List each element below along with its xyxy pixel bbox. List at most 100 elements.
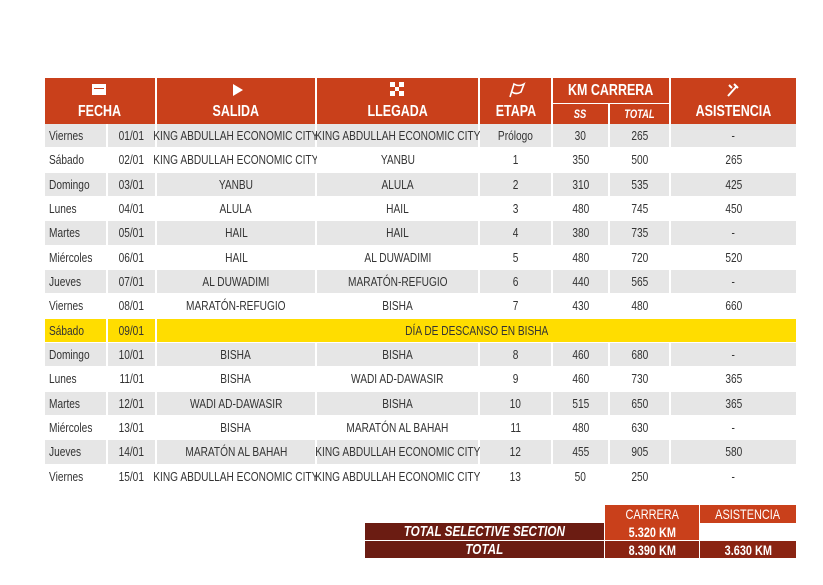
etapa: 1 bbox=[480, 148, 551, 172]
summary-value: 5.320 KM bbox=[605, 523, 699, 540]
summary-value: 8.390 KM bbox=[605, 541, 699, 558]
asistencia-km: - bbox=[671, 464, 796, 488]
total-km: 250 bbox=[610, 464, 669, 488]
day: Jueves bbox=[45, 440, 106, 464]
etapa: 12 bbox=[480, 440, 551, 464]
date: 11/01 bbox=[108, 367, 155, 391]
total-km: 745 bbox=[610, 196, 669, 221]
etapa: 7 bbox=[480, 294, 551, 318]
header-ss: SS bbox=[553, 104, 608, 124]
total-km: 650 bbox=[610, 391, 669, 415]
asistencia-km: - bbox=[671, 124, 796, 148]
total-km: 565 bbox=[610, 269, 669, 294]
llegada: YANBU bbox=[317, 148, 478, 172]
calendar-icon bbox=[92, 84, 106, 95]
date: 06/01 bbox=[108, 245, 155, 269]
salida: MARATÓN AL BAHAH bbox=[157, 440, 315, 464]
etapa: 11 bbox=[480, 415, 551, 440]
etapa: 4 bbox=[480, 221, 551, 245]
llegada: BISHA bbox=[317, 342, 478, 367]
ss-km: 480 bbox=[553, 415, 608, 440]
total-km: 535 bbox=[610, 172, 669, 196]
ss-km: 480 bbox=[553, 196, 608, 221]
asistencia-km: - bbox=[671, 342, 796, 367]
header-salida: SALIDA bbox=[157, 78, 315, 124]
header-total: TOTAL bbox=[610, 104, 669, 124]
summary-value: 3.630 KM bbox=[700, 541, 796, 558]
day: Viernes bbox=[45, 294, 106, 318]
mechanic-icon bbox=[727, 83, 739, 97]
salida: ALULA bbox=[157, 196, 315, 221]
etapa: 8 bbox=[480, 342, 551, 367]
total-km: 905 bbox=[610, 440, 669, 464]
etapa: 2 bbox=[480, 172, 551, 196]
ss-km: 430 bbox=[553, 294, 608, 318]
etapa: 3 bbox=[480, 196, 551, 221]
asistencia-km: 365 bbox=[671, 367, 796, 391]
total-km: 730 bbox=[610, 367, 669, 391]
salida: HAIL bbox=[157, 221, 315, 245]
llegada: BISHA bbox=[317, 294, 478, 318]
day: Domingo bbox=[45, 342, 106, 367]
etapa: 10 bbox=[480, 391, 551, 415]
salida: KING ABDULLAH ECONOMIC CITY bbox=[153, 124, 319, 148]
date: 09/01 bbox=[108, 318, 155, 342]
total-km: 480 bbox=[610, 294, 669, 318]
llegada: AL DUWADIMI bbox=[317, 245, 478, 269]
ss-km: 310 bbox=[553, 172, 608, 196]
day: Domingo bbox=[45, 172, 106, 196]
salida: YANBU bbox=[157, 172, 315, 196]
llegada: KING ABDULLAH ECONOMIC CITY bbox=[315, 124, 480, 148]
asistencia-km: - bbox=[671, 269, 796, 294]
salida: BISHA bbox=[157, 415, 315, 440]
etapa: 5 bbox=[480, 245, 551, 269]
salida: KING ABDULLAH ECONOMIC CITY bbox=[153, 464, 319, 488]
salida: WADI AD-DAWASIR bbox=[157, 391, 315, 415]
summary-col: ASISTENCIA bbox=[700, 505, 796, 523]
etapa: 6 bbox=[480, 269, 551, 294]
day: Lunes bbox=[45, 196, 106, 221]
salida: BISHA bbox=[157, 367, 315, 391]
llegada: MARATÓN AL BAHAH bbox=[317, 415, 478, 440]
ss-km: 460 bbox=[553, 367, 608, 391]
date: 02/01 bbox=[108, 148, 155, 172]
llegada: WADI AD-DAWASIR bbox=[317, 367, 478, 391]
day: Lunes bbox=[45, 367, 106, 391]
ss-km: 350 bbox=[553, 148, 608, 172]
date: 04/01 bbox=[108, 196, 155, 221]
day: Viernes bbox=[45, 464, 106, 488]
summary-label: TOTAL bbox=[365, 541, 604, 558]
date: 07/01 bbox=[108, 269, 155, 294]
etapa: Prólogo bbox=[480, 124, 551, 148]
summary-col: CARRERA bbox=[605, 505, 699, 523]
day: Miércoles bbox=[45, 415, 106, 440]
llegada: KING ABDULLAH ECONOMIC CITY bbox=[315, 440, 480, 464]
date: 03/01 bbox=[108, 172, 155, 196]
ss-km: 515 bbox=[553, 391, 608, 415]
etapa: 9 bbox=[480, 367, 551, 391]
day: Jueves bbox=[45, 269, 106, 294]
llegada: KING ABDULLAH ECONOMIC CITY bbox=[315, 464, 480, 488]
date: 13/01 bbox=[108, 415, 155, 440]
asistencia-km: 580 bbox=[671, 440, 796, 464]
ss-km: 460 bbox=[553, 342, 608, 367]
asistencia-km: 520 bbox=[671, 245, 796, 269]
header-asistencia: ASISTENCIA bbox=[671, 78, 796, 124]
ss-km: 480 bbox=[553, 245, 608, 269]
salida: AL DUWADIMI bbox=[157, 269, 315, 294]
total-km: 630 bbox=[610, 415, 669, 440]
total-km: 735 bbox=[610, 221, 669, 245]
asistencia-km: 660 bbox=[671, 294, 796, 318]
salida: KING ABDULLAH ECONOMIC CITY bbox=[153, 148, 319, 172]
date: 12/01 bbox=[108, 391, 155, 415]
salida: MARATÓN-REFUGIO bbox=[157, 294, 315, 318]
date: 10/01 bbox=[108, 342, 155, 367]
total-km: 265 bbox=[610, 124, 669, 148]
llegada: HAIL bbox=[317, 221, 478, 245]
total-km: 500 bbox=[610, 148, 669, 172]
ss-km: 380 bbox=[553, 221, 608, 245]
asistencia-km: - bbox=[671, 415, 796, 440]
day: Sábado bbox=[45, 318, 106, 342]
ss-km: 455 bbox=[553, 440, 608, 464]
